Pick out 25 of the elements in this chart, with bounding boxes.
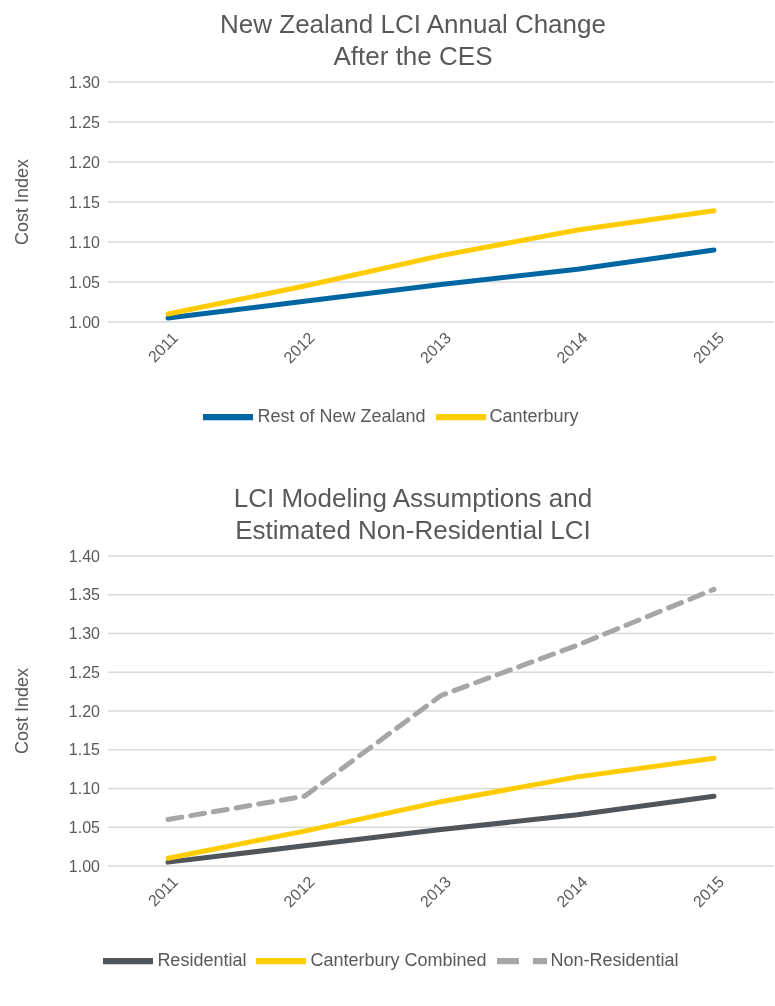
y-tick-label: 1.40 <box>68 547 101 565</box>
y-tick-label: 1.20 <box>68 153 101 171</box>
y-tick-label: 1.00 <box>68 313 101 331</box>
legend-label: Non-Residential <box>550 949 679 970</box>
y-tick-label: 1.05 <box>68 818 101 836</box>
legend-label: Rest of New Zealand <box>257 405 426 426</box>
y-tick-label: 1.05 <box>68 273 101 291</box>
y-tick-label: 1.00 <box>68 857 101 875</box>
y-tick-label: 1.10 <box>68 780 101 798</box>
y-axis-title: Cost Index <box>12 667 33 755</box>
y-tick-label: 1.20 <box>68 702 101 720</box>
y-tick-label: 1.25 <box>68 663 101 681</box>
y-tick-label: 1.10 <box>68 233 101 251</box>
legend-label: Canterbury Combined <box>310 949 487 970</box>
y-axis-title: Cost Index <box>12 158 33 246</box>
y-tick-label: 1.30 <box>68 625 101 643</box>
y-tick-label: 1.30 <box>68 73 101 91</box>
chart-title: New Zealand LCI Annual Change After the CES <box>219 8 607 72</box>
legend-label: Residential <box>157 949 247 970</box>
y-tick-label: 1.25 <box>68 113 101 131</box>
y-tick-label: 1.15 <box>68 193 101 211</box>
chart-title: LCI Modeling Assumptions and Estimated Non-Residential LCI <box>232 482 594 546</box>
y-tick-label: 1.35 <box>68 586 101 604</box>
legend-label: Canterbury <box>489 405 579 426</box>
y-tick-label: 1.15 <box>68 741 101 759</box>
